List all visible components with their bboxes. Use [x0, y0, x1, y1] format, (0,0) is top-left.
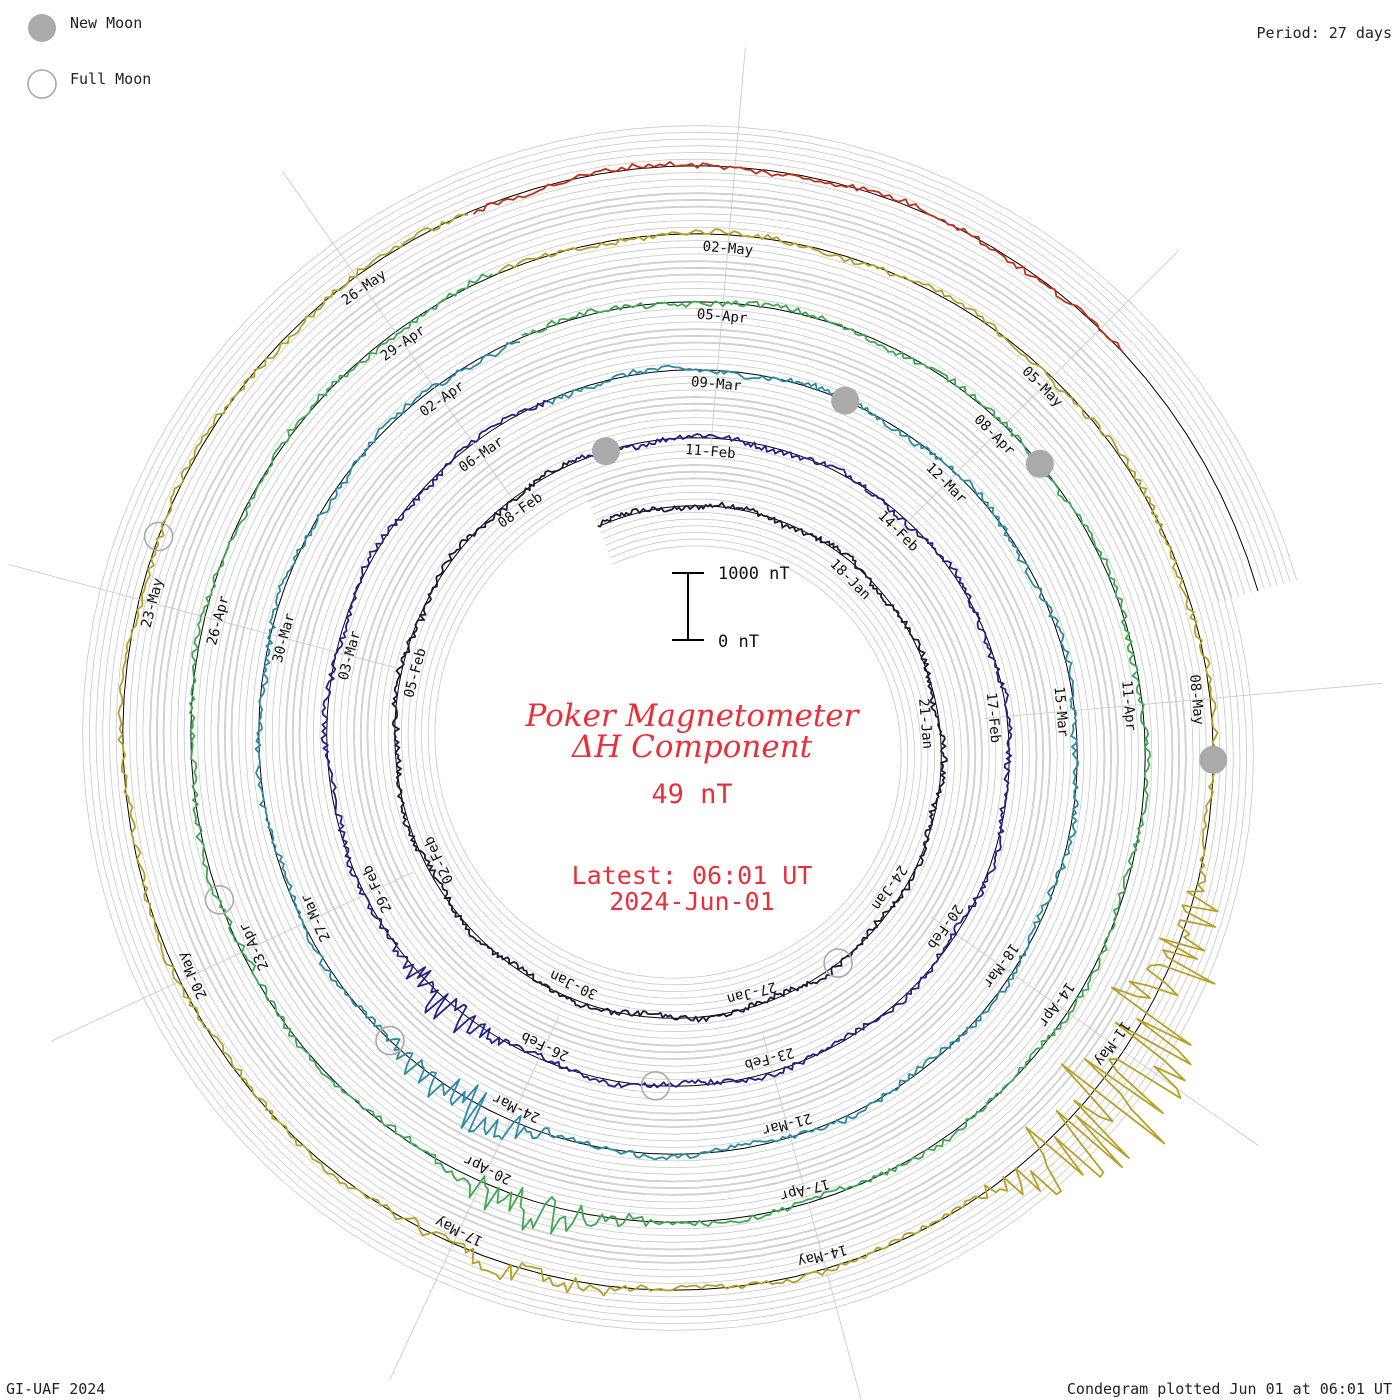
grid-spiral	[82, 125, 1298, 1331]
chart-subtitle: ΔH Component	[571, 729, 813, 765]
date-label: 05-Apr	[696, 306, 748, 326]
grid-spiral	[108, 151, 1272, 1305]
date-label: 20-Apr	[461, 1151, 514, 1187]
date-spokes	[8, 47, 1383, 1400]
grid-spiral	[142, 185, 1239, 1271]
date-spoke	[389, 1016, 559, 1380]
grid-spiral	[102, 145, 1278, 1311]
spiral-grid	[82, 125, 1298, 1331]
new-moon-legend-icon	[28, 14, 56, 42]
grid-spiral	[135, 178, 1246, 1278]
date-spoke	[896, 249, 1180, 533]
legend: New Moon Full Moon	[27, 14, 151, 99]
grid-spiral	[129, 172, 1252, 1284]
latest-date: 2024-Jun-01	[609, 887, 775, 916]
rotation-trace	[320, 399, 1013, 1089]
period-label: Period: 27 days	[1257, 24, 1392, 42]
date-spoke	[282, 171, 514, 500]
date-label: 15-Mar	[1050, 686, 1070, 738]
date-label: 18-Jan	[826, 556, 873, 603]
rotation-trace	[189, 273, 1152, 1235]
date-spoke	[8, 564, 396, 669]
date-spoke	[930, 916, 1260, 1147]
grid-spiral	[88, 131, 1291, 1325]
date-label: 26-May	[339, 267, 390, 309]
date-label: 20-May	[175, 949, 211, 1002]
date-label: 11-Feb	[684, 442, 736, 462]
full-moon-legend-icon	[27, 69, 57, 99]
date-spoke	[710, 47, 746, 447]
date-label: 30-Jan	[547, 966, 600, 1002]
new-moon-legend-label: New Moon	[70, 14, 142, 32]
grid-spiral	[95, 138, 1285, 1318]
full-moon-marker	[204, 884, 235, 915]
date-label: 21-Jan	[915, 698, 935, 750]
latest-time: Latest: 06:01 UT	[572, 861, 813, 890]
chart-title: Poker Magnetometer	[525, 698, 861, 734]
date-label: 02-May	[702, 239, 754, 259]
date-label: 17-Apr	[778, 1175, 831, 1204]
full-moon-marker	[640, 1071, 671, 1101]
date-label: 24-Jan	[868, 862, 910, 913]
date-label: 14-Apr	[1035, 979, 1077, 1030]
scale-bar: 1000 nT 0 nT	[672, 564, 790, 652]
footer-credit: GI-UAF 2024	[6, 1380, 105, 1398]
full-moon-marker	[143, 521, 174, 552]
moon-markers	[143, 386, 1228, 1101]
date-label: 21-Mar	[760, 1109, 813, 1138]
date-label: 20-Feb	[924, 901, 966, 952]
scale-bar-bottom-label: 0 nT	[718, 632, 759, 652]
scale-bar-top-label: 1000 nT	[718, 564, 790, 584]
rotation-trace	[254, 341, 1079, 1161]
date-spoke	[762, 1034, 862, 1400]
grid-spiral	[155, 198, 1226, 1258]
new-moon-marker	[1199, 745, 1228, 774]
date-label: 08-May	[1186, 674, 1206, 726]
rotation-trace	[391, 460, 948, 1023]
date-label: 18-Mar	[979, 940, 1021, 991]
full-moon-legend-label: Full Moon	[70, 70, 151, 88]
date-label: 26-Feb	[519, 1028, 572, 1064]
date-label: 17-Feb	[983, 692, 1003, 744]
current-value: 49 nT	[651, 779, 732, 810]
grid-spiral	[162, 205, 1220, 1251]
date-spoke	[983, 682, 1383, 719]
date-label: 14-May	[796, 1241, 849, 1270]
date-spoke	[50, 871, 414, 1042]
magnetometer-traces	[117, 161, 1219, 1297]
footer-plotted: Condegram plotted Jun 01 at 06:01 UT	[1067, 1380, 1392, 1398]
date-label: 06-Mar	[456, 434, 507, 476]
date-label: 09-Mar	[690, 374, 742, 394]
new-moon-marker	[591, 437, 620, 466]
full-moon-marker	[823, 948, 853, 978]
rotation-trace	[117, 213, 1219, 1297]
full-moon-marker	[375, 1025, 405, 1056]
date-label: 11-May	[1091, 1018, 1133, 1069]
date-label: 11-Apr	[1118, 680, 1138, 732]
rotation-trace	[472, 161, 1124, 354]
grid-spiral	[149, 192, 1233, 1264]
new-moon-marker	[831, 386, 860, 415]
new-moon-marker	[1025, 449, 1054, 478]
